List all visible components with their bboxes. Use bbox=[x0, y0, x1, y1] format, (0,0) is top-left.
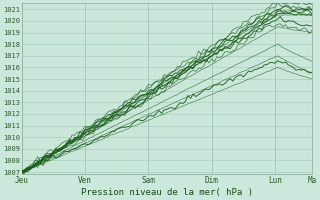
X-axis label: Pression niveau de la mer( hPa ): Pression niveau de la mer( hPa ) bbox=[81, 188, 253, 197]
